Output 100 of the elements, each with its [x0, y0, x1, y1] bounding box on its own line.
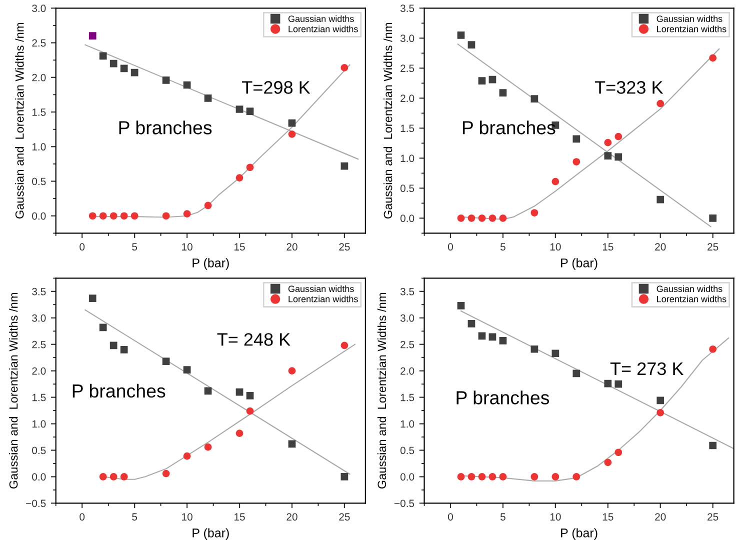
point	[457, 473, 465, 480]
point	[709, 54, 717, 62]
point	[99, 324, 107, 332]
point	[572, 135, 580, 143]
point	[614, 380, 622, 388]
point	[183, 366, 191, 374]
point	[246, 407, 254, 415]
annotation: T=298 K	[242, 81, 310, 94]
x-tick-label: 20	[655, 513, 666, 521]
x-tick-label: 15	[602, 513, 614, 521]
point	[656, 396, 664, 404]
annotation: P branches	[456, 390, 550, 404]
y-axis-title: Gaussian and Lorentzian Widths /nm	[383, 23, 392, 218]
point	[468, 473, 476, 480]
y-axis-title: Gaussian and Lorentzian Widths /nm	[15, 23, 24, 218]
point	[120, 473, 128, 480]
point	[120, 212, 128, 220]
x-tick-label: 15	[234, 513, 245, 521]
point	[457, 302, 465, 310]
x-tick-label: 25	[339, 513, 350, 521]
point	[110, 212, 118, 220]
point	[288, 119, 296, 127]
point	[468, 41, 476, 48]
y-tick-label: 1.0	[32, 143, 46, 151]
point	[99, 473, 107, 480]
y-tick-label: 2.5	[32, 340, 46, 348]
x-tick-label: 20	[655, 243, 666, 251]
point	[604, 152, 612, 160]
y-tick-label: 1.0	[400, 420, 414, 428]
point	[110, 473, 118, 480]
x-tick-label: 5	[132, 243, 138, 251]
point	[246, 392, 254, 400]
point	[709, 214, 717, 222]
x-tick-label: 15	[602, 243, 614, 251]
point	[478, 77, 486, 84]
y-tick-label: 3.5	[32, 288, 46, 296]
point	[246, 108, 254, 115]
point	[457, 31, 465, 39]
x-tick-label: 5	[500, 513, 506, 521]
point	[552, 178, 560, 186]
x-tick-label: 10	[182, 513, 192, 521]
point	[88, 294, 96, 302]
point	[709, 442, 717, 450]
point	[204, 387, 212, 395]
x-tick-label: 25	[339, 243, 350, 251]
x-axis-title: P (bar)	[192, 528, 229, 540]
y-tick-label: 1.0	[400, 154, 414, 162]
point	[530, 209, 538, 216]
x-tick-label: 0	[448, 513, 453, 521]
x-tick-label: 5	[132, 513, 138, 521]
point	[457, 214, 465, 222]
point	[530, 473, 538, 480]
x-tick-label: 0	[80, 243, 85, 251]
point	[246, 164, 254, 172]
x-axis-title: P (bar)	[561, 258, 598, 270]
point	[614, 153, 622, 161]
legend-label: Gaussian widths	[288, 15, 354, 22]
x-tick-label: 20	[286, 243, 298, 251]
point	[709, 345, 717, 353]
point	[614, 448, 622, 456]
point	[120, 346, 128, 354]
y-tick-label: 0.5	[400, 446, 414, 454]
x-tick-label: 5	[500, 243, 506, 251]
point	[120, 64, 128, 72]
y-tick-label: 0.0	[400, 214, 414, 222]
y-tick-label: 2.5	[32, 39, 46, 47]
point	[656, 408, 664, 416]
point	[183, 452, 191, 460]
annotation: P branches	[72, 384, 166, 398]
point	[236, 106, 244, 113]
point	[552, 350, 560, 358]
point	[499, 214, 507, 222]
y-tick-label: 3.5	[400, 288, 414, 296]
point	[204, 94, 212, 102]
x-tick-label: 20	[286, 513, 298, 521]
y-tick-label: 2.0	[400, 94, 414, 102]
annotation: P branches	[119, 120, 212, 134]
point	[499, 473, 507, 480]
point	[614, 132, 622, 140]
y-tick-label: 3.0	[32, 4, 46, 12]
point	[183, 210, 191, 218]
annotation: P branches	[462, 120, 556, 134]
y-tick-label: 0.5	[400, 184, 414, 192]
point	[488, 473, 496, 480]
point	[236, 430, 244, 437]
y-tick-label: 3.0	[400, 314, 414, 322]
annotation: T=323 K	[594, 81, 664, 94]
y-tick-label: 3.5	[400, 4, 414, 12]
point	[162, 212, 170, 220]
y-tick-label: 0.0	[32, 473, 46, 481]
point	[499, 336, 507, 344]
point	[478, 332, 486, 340]
y-tick-label: 2.0	[32, 74, 46, 82]
point	[204, 202, 212, 210]
point	[162, 470, 170, 478]
point	[340, 64, 348, 72]
y-tick-label: 0.0	[32, 212, 46, 220]
point	[604, 380, 612, 388]
point	[488, 214, 496, 222]
legend-label: Lorentzian widths	[657, 296, 726, 302]
